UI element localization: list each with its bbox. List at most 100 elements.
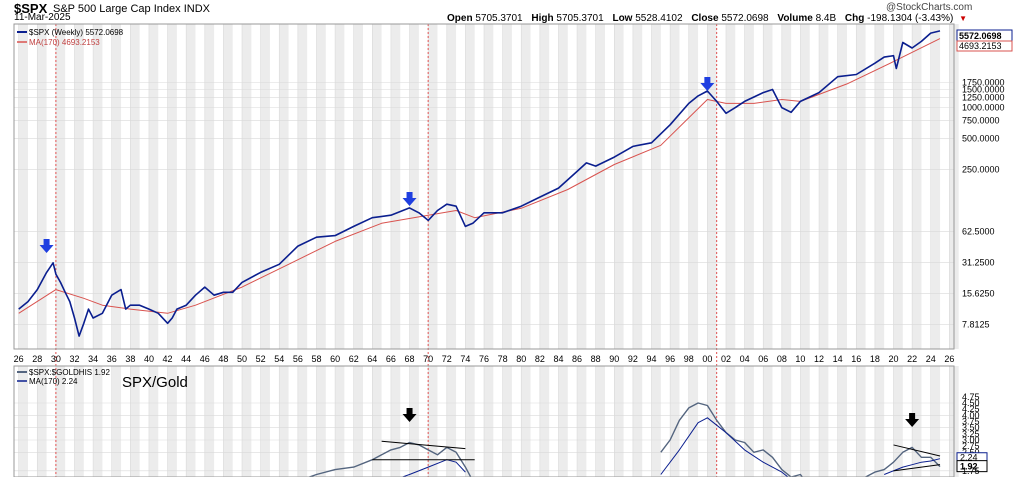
- year-band: [390, 24, 401, 349]
- year-band: [279, 24, 289, 349]
- x-tick-label: 86: [572, 354, 582, 364]
- ratio-panel-series: [307, 402, 941, 477]
- year-band: [595, 366, 605, 477]
- year-band: [707, 24, 717, 349]
- year-band: [670, 366, 680, 477]
- year-band: [446, 24, 457, 349]
- trend-line: [381, 440, 466, 450]
- symbol[interactable]: $SPX: [14, 1, 48, 16]
- year-band: [651, 366, 661, 477]
- event-lines: [55, 24, 718, 477]
- x-tick-label: 18: [870, 354, 880, 364]
- year-band: [856, 24, 866, 349]
- open-value: 5705.3701: [475, 13, 523, 24]
- x-tick-label: 08: [777, 354, 787, 364]
- year-band: [372, 24, 382, 349]
- y-tick-label: 1.75: [962, 466, 980, 476]
- year-band: [18, 366, 28, 477]
- x-tick-label: 28: [32, 354, 42, 364]
- year-band: [521, 24, 531, 349]
- x-tick-label: 72: [442, 354, 452, 364]
- down-arrow-icon: [700, 77, 715, 91]
- ratio-line: [660, 402, 804, 477]
- x-tick-label: 26: [14, 354, 24, 364]
- year-band: [74, 366, 84, 477]
- year-shading: [18, 24, 959, 477]
- y-tick-label: 31.2500: [962, 257, 995, 267]
- year-band: [744, 366, 754, 477]
- year-band: [167, 24, 177, 349]
- volume-value: 8.4B: [815, 13, 837, 24]
- x-tick-label: 92: [628, 354, 638, 364]
- x-tick-label: 46: [200, 354, 210, 364]
- year-band: [484, 24, 494, 349]
- year-band: [37, 366, 47, 477]
- spx-panel-frame: [13, 23, 955, 350]
- x-tick-label: 38: [125, 354, 135, 364]
- x-tick-label: 64: [367, 354, 377, 364]
- down-triangle-icon: ▼: [959, 14, 968, 23]
- ratio-ma-line: [400, 459, 466, 477]
- exchange: INDX: [183, 3, 210, 15]
- year-band: [725, 366, 736, 477]
- x-tick-label: 82: [535, 354, 545, 364]
- year-band: [18, 24, 28, 349]
- x-tick-label: 40: [144, 354, 154, 364]
- year-band: [502, 366, 512, 477]
- y-tick-label: 2.75: [962, 441, 980, 451]
- year-band: [781, 24, 792, 349]
- year-band: [428, 366, 438, 477]
- year-band: [37, 24, 47, 349]
- year-band: [353, 24, 364, 349]
- year-band: [632, 366, 643, 477]
- year-band: [242, 366, 252, 477]
- year-band: [465, 24, 475, 349]
- year-band: [297, 366, 308, 477]
- ratio-panel-frame: [13, 365, 955, 477]
- x-tick-label: 00: [702, 354, 712, 364]
- year-band: [223, 24, 233, 349]
- year-band: [148, 24, 159, 349]
- ratio-panel-title: SPX/Gold: [122, 374, 188, 391]
- y-tick-label: 1.92: [960, 462, 978, 472]
- trend-line: [893, 444, 941, 457]
- y-tick-label: 4.25: [962, 404, 980, 414]
- x-tick-label: 76: [479, 354, 489, 364]
- year-band: [316, 366, 326, 477]
- x-tick-label: 14: [833, 354, 843, 364]
- x-tick-label: 34: [88, 354, 98, 364]
- y-tick-label: 3.75: [962, 417, 980, 427]
- x-tick-label: 70: [423, 354, 433, 364]
- down-arrow-icon: [402, 408, 417, 422]
- x-tick-label: 48: [218, 354, 228, 364]
- year-band: [725, 24, 736, 349]
- year-band: [539, 24, 550, 349]
- down-arrow-icon: [39, 239, 54, 253]
- legend-label: MA(170) 2.24: [29, 377, 78, 386]
- year-band: [316, 24, 326, 349]
- x-tick-label: 66: [386, 354, 396, 364]
- x-tick-label: 58: [311, 354, 321, 364]
- legend-label: $SPX:$GOLDHIS 1.92: [29, 368, 110, 377]
- x-axis: 26 28 30 32 34 36 38 40 42 44 46 48 50 52 54 56 58 60 62 64…: [14, 354, 955, 364]
- year-band: [111, 24, 122, 349]
- year-band: [558, 24, 568, 349]
- year-band: [130, 24, 140, 349]
- x-tick-label: 98: [684, 354, 694, 364]
- x-tick-label: 26: [944, 354, 954, 364]
- year-band: [577, 24, 587, 349]
- y-tick-label: 3.50: [962, 423, 980, 433]
- ratio-line: [307, 441, 472, 477]
- year-band: [930, 366, 941, 477]
- year-band: [874, 24, 885, 349]
- open-label: Open: [447, 13, 473, 24]
- year-band: [409, 24, 419, 349]
- low-label: Low: [612, 13, 633, 24]
- year-band: [577, 366, 587, 477]
- x-tick-label: 42: [163, 354, 173, 364]
- year-band: [651, 24, 661, 349]
- year-band: [167, 366, 177, 477]
- stockcharts-credit[interactable]: @StockCharts.com: [886, 2, 973, 13]
